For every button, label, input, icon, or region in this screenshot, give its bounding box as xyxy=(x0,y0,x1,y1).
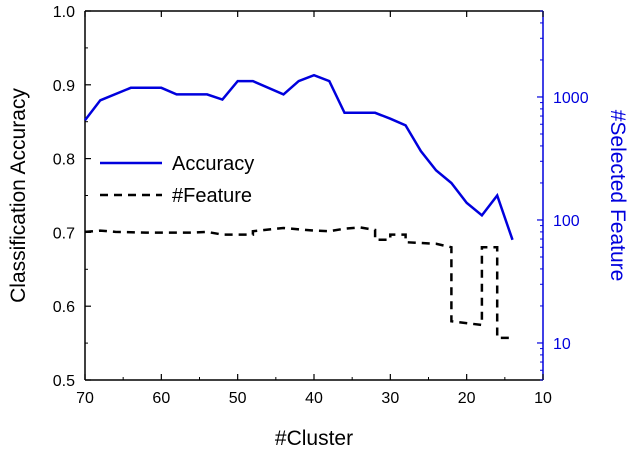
right-y-tick-label: 10 xyxy=(553,336,571,353)
left-y-tick-label: 0.7 xyxy=(53,225,75,242)
x-tick-label: 60 xyxy=(152,390,170,407)
left-y-tick-label: 0.6 xyxy=(53,299,75,316)
legend-label-feature: #Feature xyxy=(172,185,252,207)
feature-series-line xyxy=(84,226,513,340)
right-y-tick-label: 1000 xyxy=(553,90,589,107)
x-tick-label: 70 xyxy=(76,390,94,407)
series-lines xyxy=(84,73,514,340)
left-y-axis-title: Classification Accuracy xyxy=(7,88,30,303)
x-tick-label: 40 xyxy=(305,390,323,407)
x-tick-label: 10 xyxy=(534,390,552,407)
right-y-axis-title: #Selected Feature xyxy=(606,110,627,282)
x-tick-label: 30 xyxy=(381,390,399,407)
x-axis-title: #Cluster xyxy=(275,427,353,450)
accuracy-series-line xyxy=(84,73,514,241)
legend: Accuracy #Feature xyxy=(97,145,281,212)
right-y-tick-label: 100 xyxy=(553,213,580,230)
x-tick-label: 50 xyxy=(229,390,247,407)
x-tick-label: 20 xyxy=(458,390,476,407)
left-y-tick-label: 0.9 xyxy=(53,78,75,95)
left-y-tick-label: 0.5 xyxy=(53,373,75,390)
axes: 70 60 50 40 30 20 10 0.5 0.6 0.7 0.8 0.9 1.0 10 100 100… xyxy=(53,4,589,407)
legend-label-accuracy: Accuracy xyxy=(172,153,254,175)
left-y-tick-label: 1.0 xyxy=(53,4,75,21)
left-y-tick-label: 0.8 xyxy=(53,152,75,169)
